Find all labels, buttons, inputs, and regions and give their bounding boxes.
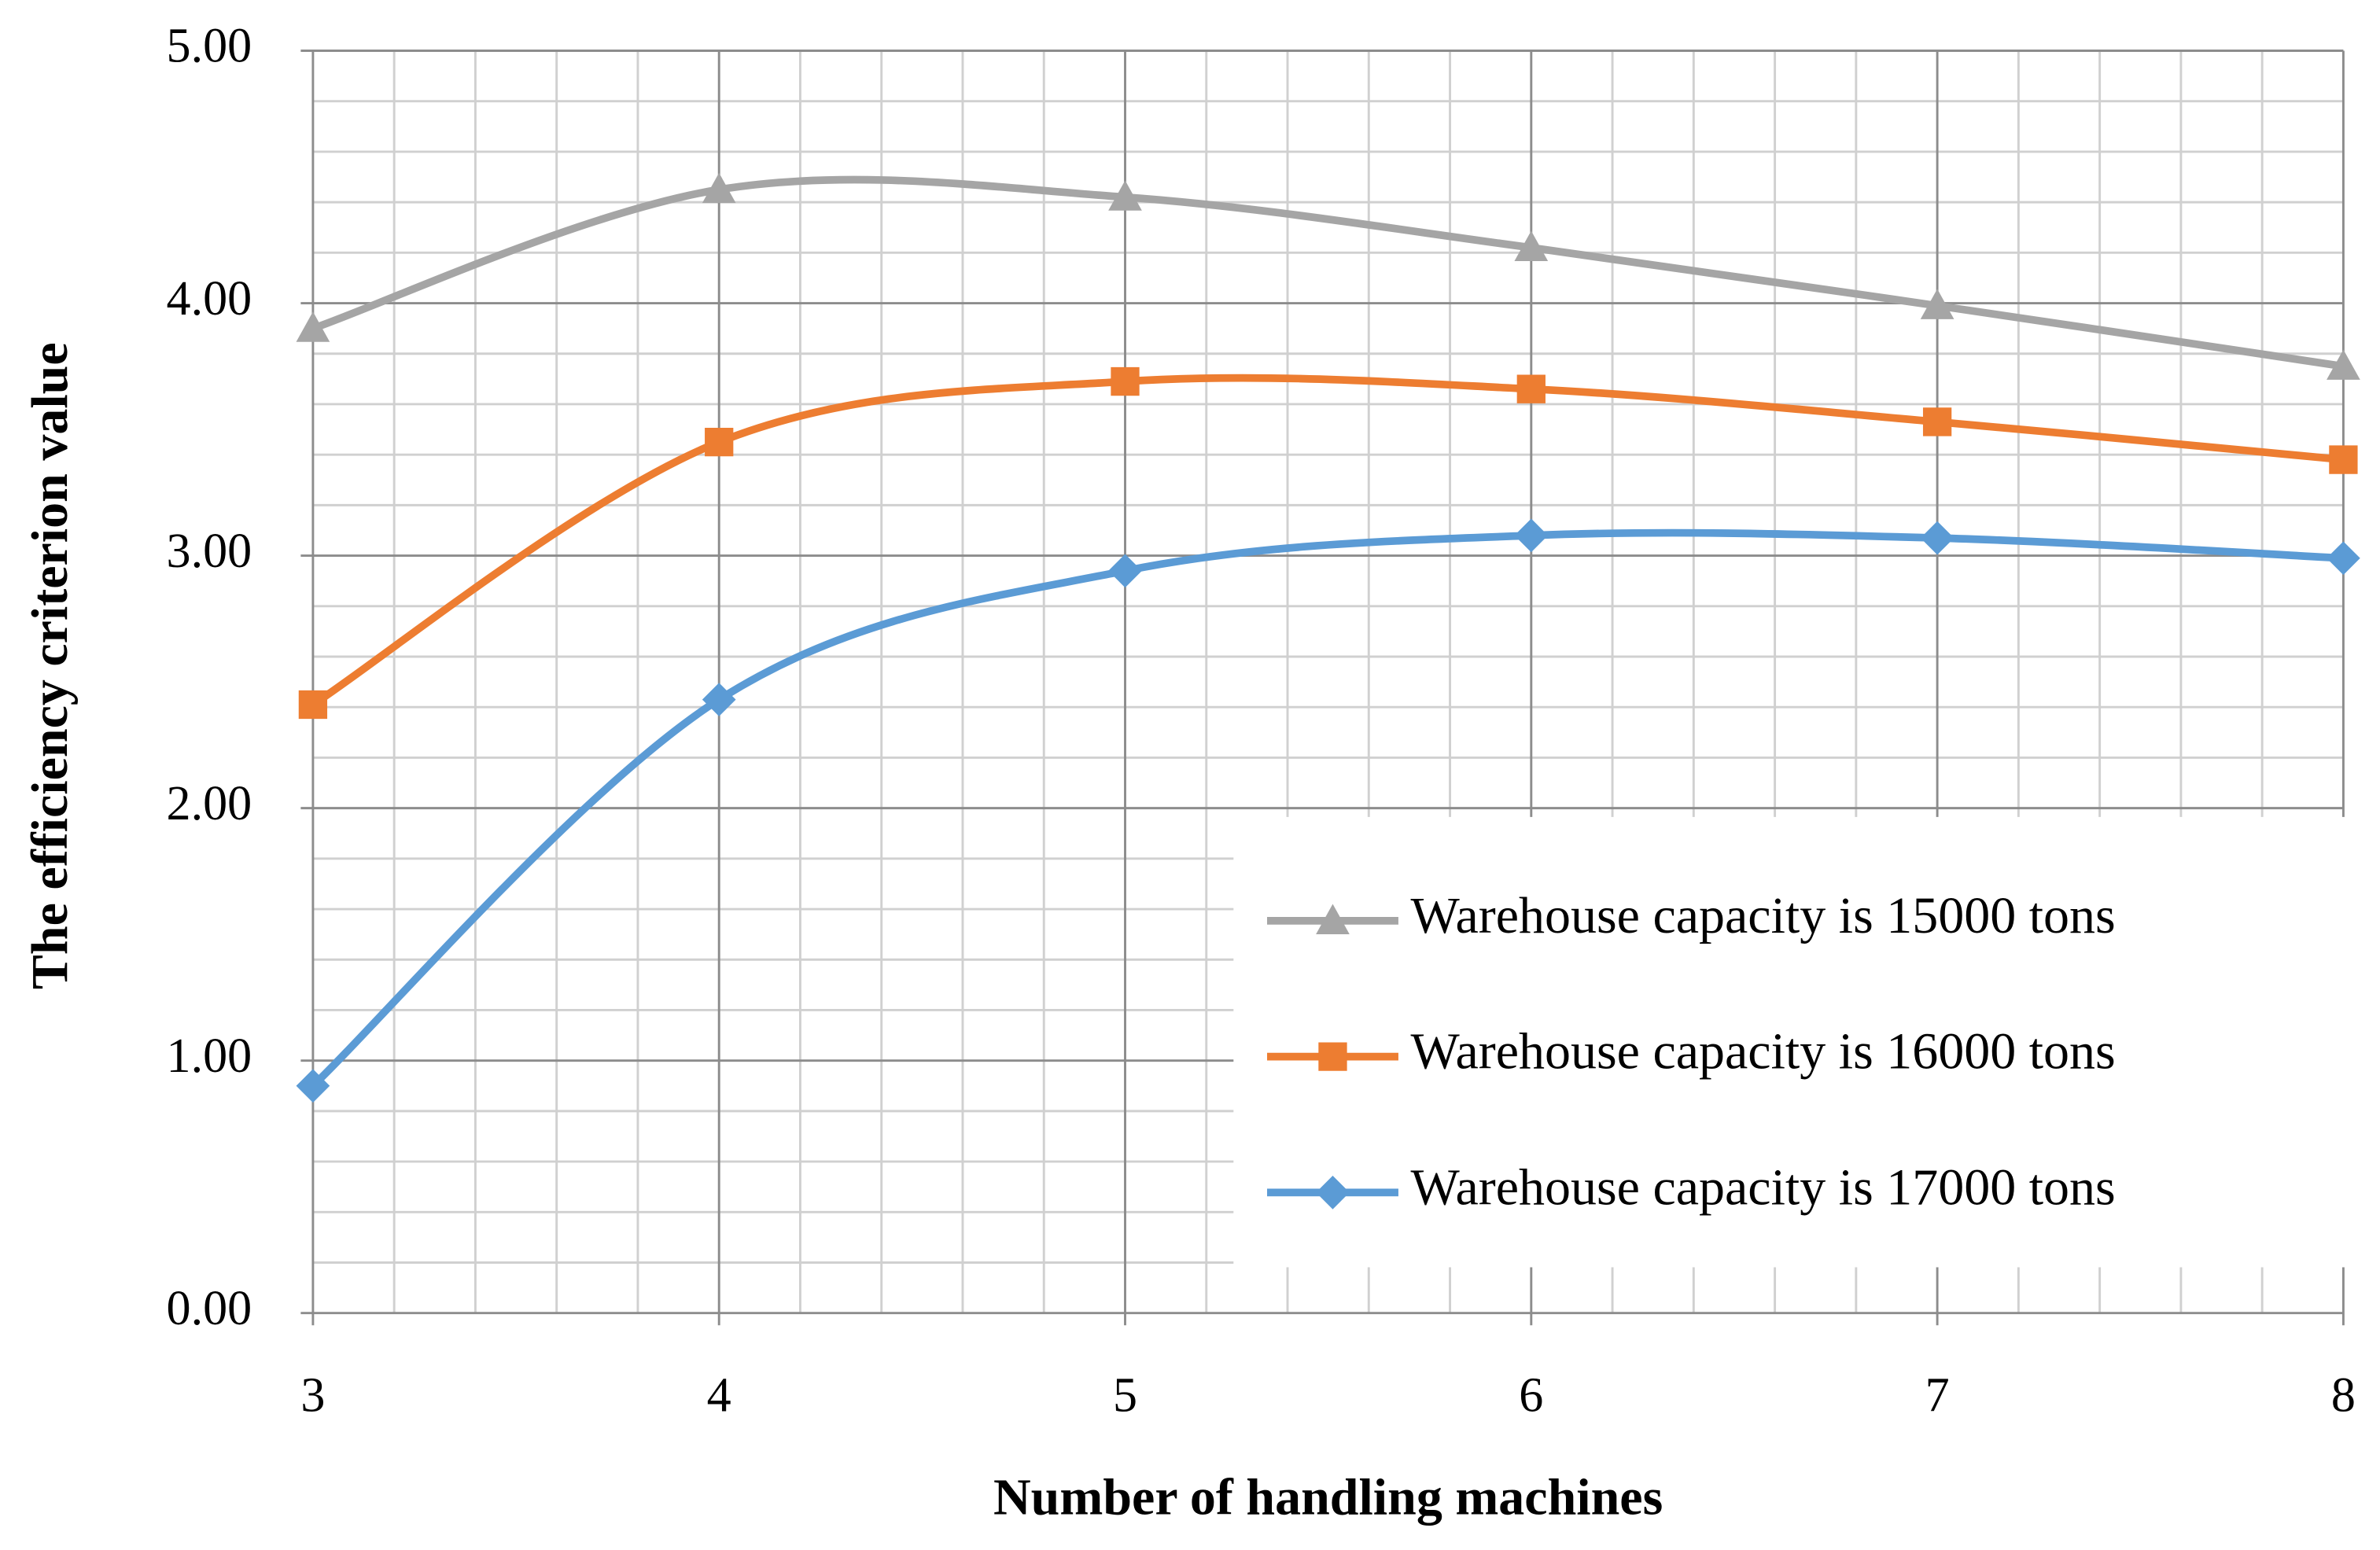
x-tick-label: 3 <box>300 1369 325 1423</box>
x-tick-label: 7 <box>1925 1369 1950 1423</box>
marker <box>705 427 734 457</box>
marker <box>2327 349 2360 380</box>
series-line <box>310 528 2344 1089</box>
series-line <box>311 175 2345 370</box>
legend: Warehouse capacity is 15000 tons Warehous… <box>1233 816 2352 1268</box>
series-line <box>311 374 2344 709</box>
x-tick-label: 6 <box>1519 1369 1543 1423</box>
marker <box>296 311 330 342</box>
legend-label: Warehouse capacity is 15000 tons <box>1410 887 2115 944</box>
marker <box>1922 407 1952 436</box>
marker <box>1316 904 1350 934</box>
marker <box>2329 445 2358 474</box>
legend-box <box>1233 816 2352 1268</box>
marker <box>1920 521 1954 555</box>
marker <box>298 690 328 720</box>
x-axis-label: Number of handling machines <box>993 1469 1663 1526</box>
y-tick-label: 1.00 <box>167 1029 252 1083</box>
marker <box>1514 230 1549 261</box>
y-tick-label: 0.00 <box>167 1282 252 1335</box>
marker <box>1316 1176 1350 1209</box>
marker <box>702 172 736 204</box>
y-tick-label: 5.00 <box>167 20 252 73</box>
marker <box>1318 1042 1347 1071</box>
marker <box>1514 518 1549 553</box>
x-tick-label: 4 <box>707 1369 731 1423</box>
legend-label: Warehouse capacity is 16000 tons <box>1410 1023 2115 1081</box>
marker <box>1108 180 1142 211</box>
y-tick-label: 2.00 <box>167 777 252 830</box>
y-axis-label: The efficiency criterion value <box>21 342 79 989</box>
marker <box>1920 289 1954 319</box>
marker <box>1111 366 1140 396</box>
y-tick-label: 4.00 <box>167 272 252 326</box>
x-tick-label: 8 <box>2331 1369 2356 1423</box>
plot-area <box>296 172 2360 1103</box>
marker <box>1516 374 1546 403</box>
y-tick-label: 3.00 <box>167 525 252 578</box>
x-tick-label: 5 <box>1113 1369 1137 1423</box>
legend-label: Warehouse capacity is 17000 tons <box>1410 1159 2115 1217</box>
